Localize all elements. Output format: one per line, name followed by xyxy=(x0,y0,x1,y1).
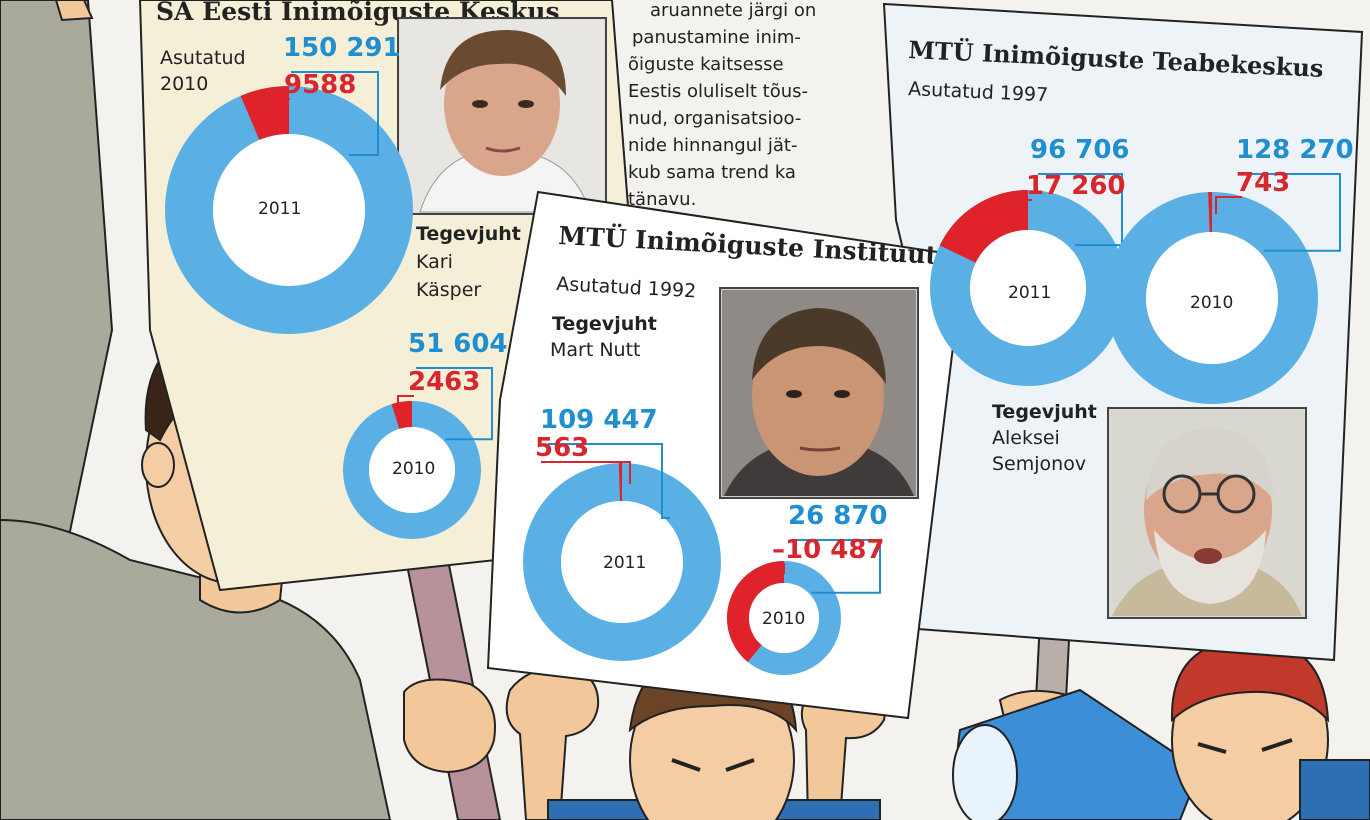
highlight-value-label: 17 260 xyxy=(1026,171,1126,201)
article-line: aruanne­te järgi on xyxy=(650,0,816,21)
total-value-label: 128 270 xyxy=(1236,135,1354,165)
founded-year: 2010 xyxy=(160,73,208,95)
total-leader-line xyxy=(1038,173,1123,247)
highlight-leader-line xyxy=(1009,199,1032,212)
donut-chart-2010: 2010 26 870 –10 487 xyxy=(727,501,888,675)
highlight-leader-line xyxy=(259,98,290,112)
donut-chart-2011: 2011 150 291 9588 xyxy=(165,33,413,334)
portrait-kari-kasper-drawing xyxy=(400,20,604,213)
director-name: Kari xyxy=(416,251,453,273)
highlight-value-label: 2463 xyxy=(408,367,480,397)
total-value-label: 150 291 xyxy=(283,33,401,63)
highlight-leader-line xyxy=(778,563,785,574)
total-value-label: 109 447 xyxy=(540,405,658,435)
highlight-leader-line xyxy=(541,461,631,484)
highlight-value-label: 9588 xyxy=(284,70,356,100)
article-column: aruanne­te järgi on panustamine inim- õi… xyxy=(628,0,816,210)
article-line: nud, organisatsioo- xyxy=(628,108,801,129)
total-leader-line xyxy=(1244,173,1341,252)
donut-year-label: 2010 xyxy=(392,459,435,479)
director-name: Mart Nutt xyxy=(550,339,641,361)
donut-chart-2011: 2011 96 706 17 260 xyxy=(930,135,1130,386)
article-line: nide hinnangul jät- xyxy=(628,135,797,156)
article-line: tänavu. xyxy=(628,189,696,210)
total-leader-line xyxy=(416,367,493,441)
portrait-mart-nutt-drawing xyxy=(722,290,916,496)
donut-slice-highlight xyxy=(727,561,785,662)
highlight-leader-line xyxy=(397,395,414,416)
donut-chart-2010: 2010 51 604 2463 xyxy=(343,329,508,539)
donut-year-label: 2011 xyxy=(258,199,301,219)
highlight-value-label: 743 xyxy=(1236,168,1290,198)
donut-slice-highlight xyxy=(391,401,413,430)
donut-hole xyxy=(749,583,819,653)
total-value-label: 26 870 xyxy=(788,501,888,531)
highlight-value-label: 563 xyxy=(535,433,589,463)
donut-year-label: 2011 xyxy=(1008,283,1051,303)
director-name: Käsper xyxy=(416,279,481,301)
director-label: Tegevjuht xyxy=(552,313,657,335)
total-leader-line xyxy=(548,443,670,519)
donut-year-label: 2010 xyxy=(1190,293,1233,313)
director-name: Semjonov xyxy=(992,453,1086,475)
donut-year-label: 2010 xyxy=(762,609,805,629)
director-label: Tegevjuht xyxy=(992,401,1097,423)
donut-hole xyxy=(561,501,683,623)
article-line: Eestis oluliselt tõus- xyxy=(628,81,808,102)
donut-slice-highlight xyxy=(939,190,1029,264)
article-line: õiguste kaitsesse xyxy=(628,54,784,75)
highlight-value-label: –10 487 xyxy=(772,535,885,565)
article-line: kub sama trend ka xyxy=(628,162,796,183)
donut-slice-highlight xyxy=(240,86,290,141)
director-label: Tegevjuht xyxy=(416,223,521,245)
donut-hole xyxy=(970,230,1086,346)
director-name: Aleksei xyxy=(992,427,1060,449)
protester-right-illustration xyxy=(952,619,1370,820)
total-leader-line xyxy=(796,539,881,594)
donut-hole xyxy=(213,134,365,286)
total-value-label: 51 604 xyxy=(408,329,508,359)
donut-charts: 2011 150 291 9588 2010 51 604 2463 2011 109 447… xyxy=(165,33,1354,675)
total-value-label: 96 706 xyxy=(1030,135,1130,165)
highlight-leader-line xyxy=(1215,196,1242,214)
donut-hole xyxy=(1146,232,1278,364)
donut-year-label: 2011 xyxy=(603,553,646,573)
total-leader-line xyxy=(291,71,379,156)
portrait-aleksei-semjonov-drawing xyxy=(1110,410,1304,616)
founded-label: Asutatud xyxy=(160,47,246,69)
donut-hole xyxy=(369,427,455,513)
article-line: panustamine inim- xyxy=(632,27,801,48)
